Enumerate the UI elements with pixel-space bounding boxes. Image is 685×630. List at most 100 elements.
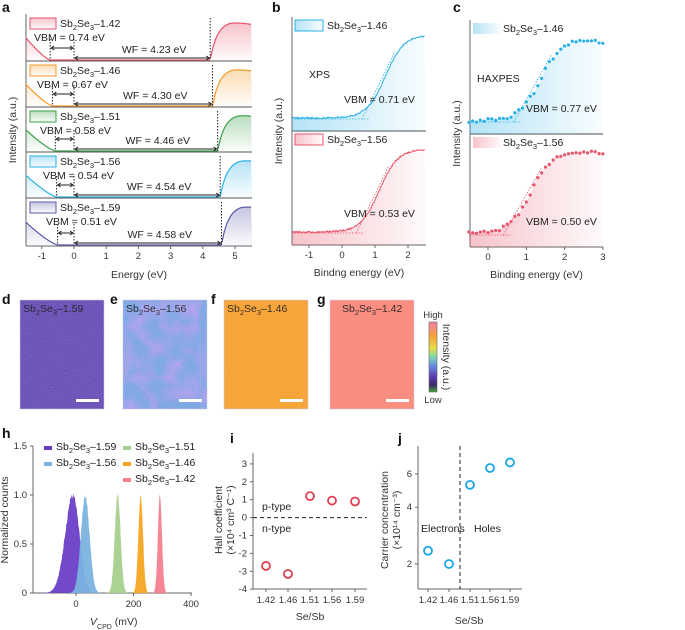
h-legend-swatch	[123, 462, 131, 466]
a-legend-label: Sb2Se3–1.46	[60, 65, 120, 79]
i-y-tick-label: -3	[239, 566, 247, 577]
b-fill-1	[292, 149, 426, 245]
c-data-point	[589, 149, 594, 153]
a-curve-3	[25, 160, 252, 198]
a-legend-swatch	[29, 64, 57, 77]
a-legend-swatch	[29, 110, 57, 123]
c-data-point	[528, 193, 532, 197]
colorbar-low-label: Low	[424, 395, 442, 406]
panel-letter-i: i	[230, 430, 234, 446]
b-vbm-fit	[361, 50, 396, 120]
c-data-point	[478, 118, 482, 122]
c-data-point	[505, 117, 509, 121]
afm-image-label: Sb2Se3–1.56	[126, 303, 186, 317]
c-data-point	[478, 230, 482, 234]
c-data-point	[551, 158, 555, 162]
c-data-point	[467, 120, 471, 124]
i-y-tick-label: -2	[239, 548, 247, 559]
i-data-point	[305, 491, 315, 502]
h-x-tick-label: 400	[183, 599, 199, 610]
j-holes-label: Holes	[474, 523, 501, 535]
a-x-tick-label: 3	[168, 251, 173, 262]
h-x-label-sub: CPD	[97, 624, 112, 630]
a-legend-swatch	[29, 201, 57, 214]
c-data-point	[547, 162, 551, 167]
panel-letter-d: d	[2, 291, 11, 307]
i-x-tick-label: 1.46	[279, 595, 298, 606]
j-x-tick-label: 1.46	[440, 595, 459, 606]
a-x-tick-label: 5	[232, 251, 237, 262]
c-vbm-label: VBM = 0.77 eV	[526, 103, 597, 115]
b-x-axis-label: Bindng energy (eV)	[314, 267, 404, 279]
colorbar-axis-label: Intensity (a.u.)	[440, 324, 452, 391]
b-x-tick-label: 2	[405, 250, 410, 261]
b-curve-1	[292, 148, 425, 234]
afm-image-texture	[20, 300, 104, 409]
b-legend-label: Sb2Se3–1.46	[327, 20, 387, 34]
a-wf-label: WF = 4.58 eV	[127, 229, 192, 241]
h-legend-swatch	[123, 478, 131, 482]
a-vbm-arrow	[56, 182, 74, 188]
i-y-tick-label: -4	[239, 584, 247, 595]
c-data-point	[482, 229, 486, 233]
c-method-label: HAXPES	[477, 73, 520, 85]
c-data-point	[555, 51, 559, 56]
a-fill-4	[25, 207, 253, 245]
c-data-point	[578, 151, 582, 155]
afm-image-texture	[330, 300, 414, 409]
c-data-point	[490, 229, 494, 233]
b-x-tick-label: 0	[339, 250, 344, 261]
a-vbm-label: VBM = 0.67 eV	[37, 79, 108, 91]
c-data-point	[490, 117, 494, 121]
c-data-point	[543, 165, 548, 169]
c-data-point	[578, 38, 582, 43]
i-n-type-label: n-type	[262, 523, 291, 535]
h-legend-swatch	[123, 446, 131, 450]
i-y-tick-label: 2	[242, 477, 247, 488]
a-vbm-arrow	[57, 230, 74, 236]
c-data-point	[532, 183, 536, 187]
b-fill-0	[292, 35, 426, 131]
j-x-axis-label: Se/Sb	[455, 615, 484, 627]
i-y-tick-label: 0	[242, 513, 247, 524]
c-data-point	[467, 230, 471, 234]
scale-bar	[76, 399, 99, 402]
panel-letter-j: j	[397, 430, 402, 446]
i-x-axis-label: Se/Sb	[296, 611, 325, 623]
b-vbm-fit	[355, 164, 390, 234]
a-vbm-label: VBM = 0.51 eV	[46, 216, 117, 228]
h-distribution-1	[32, 494, 191, 593]
i-y-tick-label: -1	[239, 531, 247, 542]
a-vbm-arrow	[55, 136, 74, 142]
b-legend-swatch	[294, 133, 324, 146]
panel-letter-g: g	[317, 291, 326, 307]
c-data-point	[601, 41, 605, 45]
c-data-point	[505, 222, 509, 226]
afm-image-label: Sb2Se3–1.46	[227, 303, 287, 317]
i-y-axis-label: Hall coefficient	[213, 486, 225, 554]
c-data-point	[570, 39, 574, 43]
a-vbm-label: VBM = 0.74 eV	[34, 32, 105, 44]
c-x-tick-label: 0	[485, 252, 490, 263]
c-data-point	[540, 171, 544, 175]
h-legend-label: Sb2Se3–1.51	[135, 441, 195, 455]
c-data-point	[601, 152, 605, 156]
j-y-tick-label: 2	[407, 559, 412, 570]
h-distribution-4	[32, 494, 191, 593]
c-data-point	[497, 116, 502, 120]
b-vbm-label: VBM = 0.71 eV	[344, 94, 415, 106]
a-vbm-arrow	[50, 45, 74, 51]
h-y-tick-label: 0.5	[14, 539, 27, 550]
c-data-point	[486, 117, 490, 121]
c-data-point	[570, 151, 574, 155]
c-data-point	[597, 152, 601, 156]
c-data-point	[501, 224, 505, 228]
c-data-point	[497, 229, 502, 233]
afm-image-texture	[224, 300, 308, 409]
h-distribution-2	[32, 494, 191, 593]
h-distribution-3	[32, 494, 191, 593]
j-y-axis-label: Carrier concentration	[379, 471, 391, 569]
c-data-point	[551, 57, 555, 61]
a-vbm-label: VBM = 0.54 eV	[43, 170, 114, 182]
a-fill-0	[25, 23, 253, 60]
